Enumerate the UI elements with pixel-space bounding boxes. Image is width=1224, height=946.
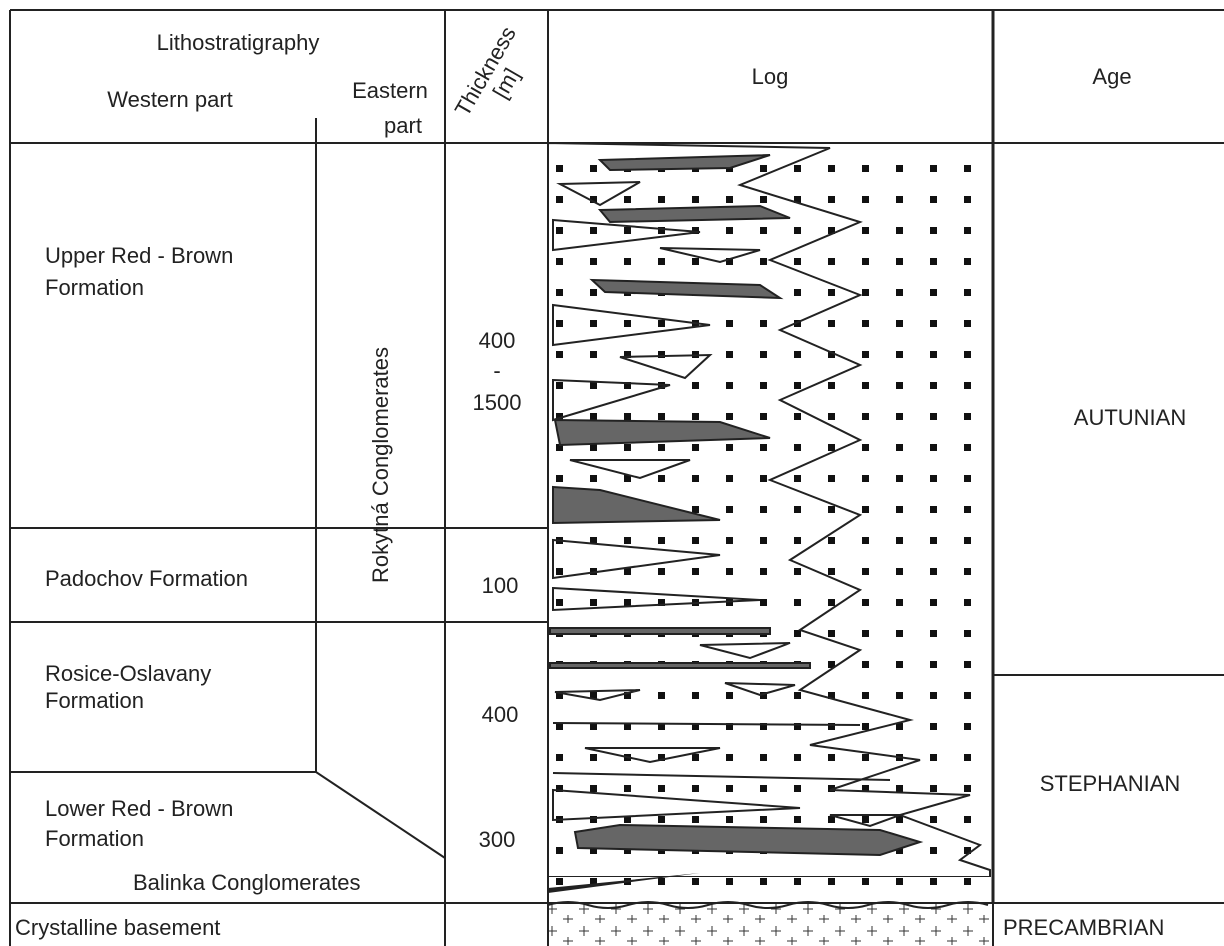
header-age: Age bbox=[1092, 64, 1131, 89]
formation-name: Rosice-Oslavany bbox=[45, 661, 211, 686]
age-label: STEPHANIAN bbox=[1040, 771, 1181, 796]
formation-name: Padochov Formation bbox=[45, 566, 248, 591]
age-label: AUTUNIAN bbox=[1074, 405, 1186, 430]
header-eastern: part bbox=[384, 113, 422, 138]
eastern-unit: Rokytná Conglomerates bbox=[368, 347, 393, 583]
log-drawing bbox=[548, 143, 993, 946]
formation-name: Formation bbox=[45, 826, 144, 851]
thickness-value: - bbox=[493, 358, 500, 383]
thickness-value: 400 bbox=[479, 328, 516, 353]
formation-name: Formation bbox=[45, 688, 144, 713]
thickness-value: 400 bbox=[482, 702, 519, 727]
stratigraphic-chart: Lithostratigraphy Western part Eastern p… bbox=[0, 0, 1224, 946]
header-western: Western part bbox=[107, 87, 233, 112]
formation-name: Formation bbox=[45, 275, 144, 300]
formation-name: Lower Red - Brown bbox=[45, 796, 233, 821]
thickness-value: 100 bbox=[482, 573, 519, 598]
header-title: Lithostratigraphy bbox=[157, 30, 320, 55]
thickness-value: 1500 bbox=[473, 390, 522, 415]
header-log: Log bbox=[752, 64, 789, 89]
age-label: PRECAMBRIAN bbox=[1003, 915, 1164, 940]
eastern-unit: Balinka Conglomerates bbox=[133, 870, 360, 895]
formation-name: Crystalline basement bbox=[15, 915, 220, 940]
formation-name: Upper Red - Brown bbox=[45, 243, 233, 268]
thickness-value: 300 bbox=[479, 827, 516, 852]
header-eastern: Eastern bbox=[352, 78, 428, 103]
